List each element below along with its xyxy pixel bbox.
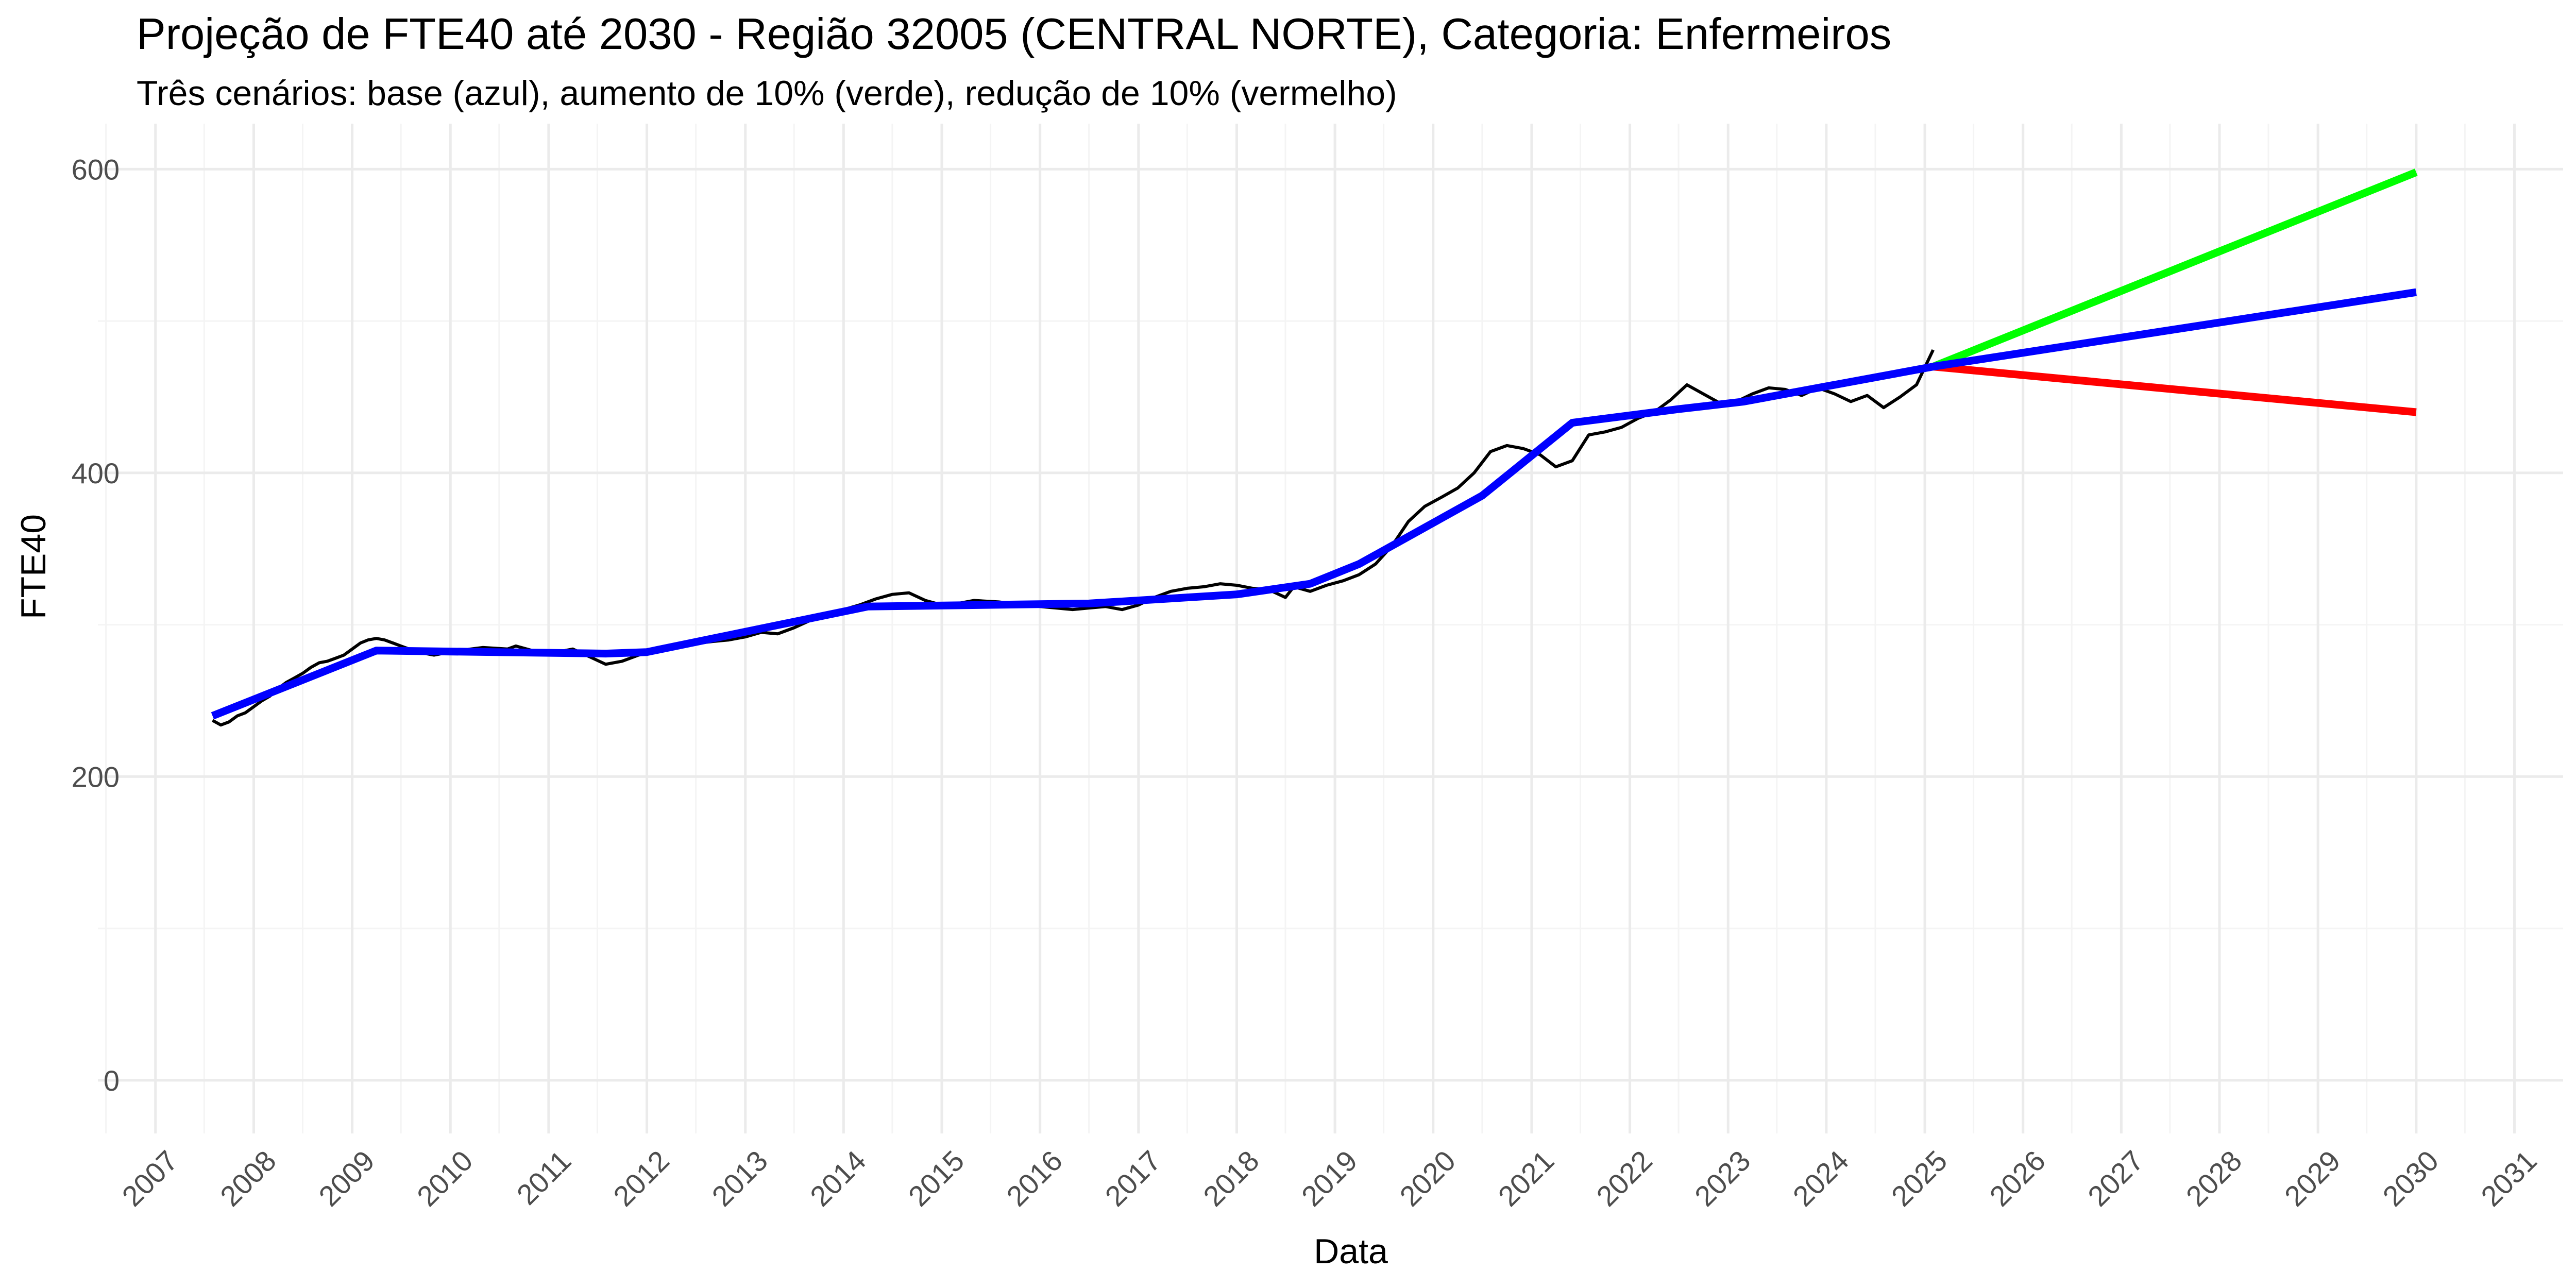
- x-tick-label: 2023: [1688, 1144, 1757, 1213]
- y-tick-label: 400: [72, 457, 120, 489]
- y-axis-title: FTE40: [14, 514, 53, 619]
- x-tick-labels: 2007 2008 2009 2010 2011 2012 2013 2014 2015 2016…: [115, 1144, 2543, 1213]
- x-tick-label: 2029: [2278, 1144, 2347, 1213]
- y-tick-label: 600: [72, 153, 120, 185]
- x-tick-label: 2031: [2475, 1144, 2543, 1213]
- x-tick-label: 2013: [705, 1144, 774, 1213]
- x-tick-label: 2026: [1983, 1144, 2052, 1213]
- chart-subtitle: Três cenários: base (azul), aumento de 1…: [137, 74, 1397, 113]
- x-tick-label: 2019: [1295, 1144, 1364, 1213]
- x-tick-label: 2018: [1197, 1144, 1265, 1213]
- grid-major: [98, 124, 2563, 1133]
- series-line-decrease: [1933, 363, 2417, 416]
- x-tick-label: 2025: [1885, 1144, 1954, 1213]
- x-tick-label: 2024: [1787, 1144, 1855, 1213]
- chart-title: Projeção de FTE40 até 2030 - Região 3200…: [137, 10, 1892, 59]
- x-tick-label: 2008: [214, 1144, 282, 1213]
- series-line-increase: [1931, 168, 2418, 370]
- x-tick-label: 2011: [511, 1144, 578, 1211]
- x-tick-label: 2014: [804, 1144, 872, 1213]
- x-tick-label: 2012: [607, 1144, 675, 1213]
- x-tick-label: 2022: [1590, 1144, 1658, 1213]
- series-line-observed: [212, 349, 1935, 727]
- x-tick-label: 2016: [1000, 1144, 1069, 1213]
- x-tick-label: 2021: [1492, 1144, 1561, 1213]
- grid-minor: [98, 124, 2563, 1133]
- x-axis-title: Data: [1314, 1232, 1388, 1271]
- x-tick-label: 2010: [411, 1144, 479, 1213]
- x-tick-label: 2015: [902, 1144, 971, 1213]
- x-tick-label: 2020: [1393, 1144, 1462, 1213]
- x-tick-label: 2007: [115, 1144, 184, 1213]
- x-tick-label: 2028: [2180, 1144, 2248, 1213]
- x-tick-label: 2027: [2081, 1144, 2150, 1213]
- series-line-base: [211, 288, 2417, 720]
- y-tick-label: 200: [72, 760, 120, 793]
- x-tick-label: 2030: [2377, 1144, 2445, 1213]
- x-tick-label: 2017: [1099, 1144, 1167, 1213]
- y-tick-label: 0: [104, 1064, 120, 1097]
- y-tick-labels: 0 200 400 600: [72, 153, 120, 1096]
- series-layer: [211, 168, 2418, 727]
- x-tick-label: 2009: [312, 1144, 381, 1213]
